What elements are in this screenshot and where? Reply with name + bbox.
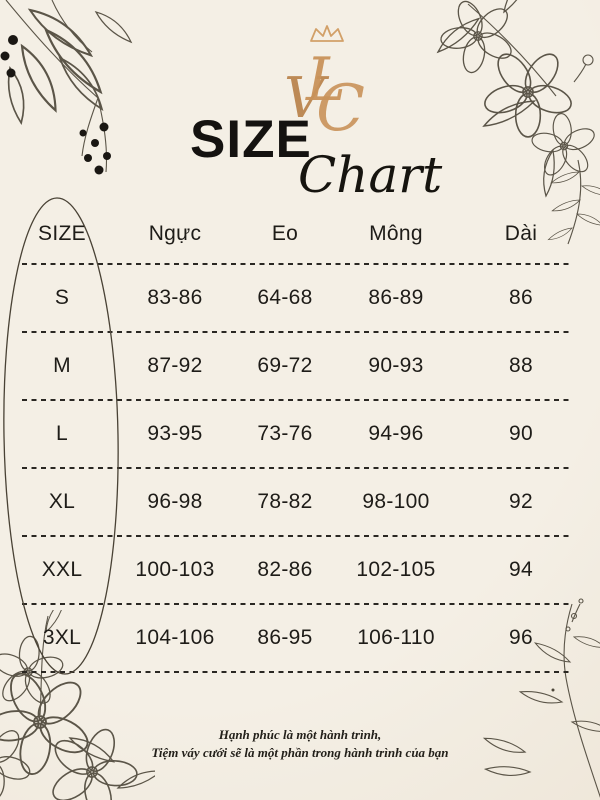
table-row-s: S 83-86 64-68 86-89 86 bbox=[22, 265, 572, 331]
size-label-cell: S bbox=[54, 286, 70, 309]
footer-tagline-line2: Tiệm váy cưới sẽ là một phần trong hành … bbox=[151, 745, 449, 760]
length-cell: 88 bbox=[509, 354, 533, 377]
bust-cell: 96-98 bbox=[147, 490, 203, 513]
column-header-size: SIZE bbox=[38, 222, 86, 245]
waist-cell: 73-76 bbox=[257, 422, 313, 445]
length-cell: 90 bbox=[509, 422, 533, 445]
row-divider bbox=[22, 467, 572, 469]
bust-cell: 104-106 bbox=[135, 626, 215, 649]
size-label-cell: M bbox=[53, 354, 71, 377]
column-header-hip: Mông bbox=[369, 222, 423, 245]
bust-cell: 87-92 bbox=[147, 354, 203, 377]
length-cell: 96 bbox=[509, 626, 533, 649]
bust-cell: 83-86 bbox=[147, 286, 203, 309]
table-row-xxl: XXL 100-103 82-86 102-105 94 bbox=[22, 537, 572, 603]
table-header-row: SIZE Ngực Eo Mông Dài bbox=[22, 205, 572, 263]
waist-cell: 69-72 bbox=[257, 354, 313, 377]
table-row-l: L 93-95 73-76 94-96 90 bbox=[22, 401, 572, 467]
row-divider bbox=[22, 331, 572, 333]
table-row-m: M 87-92 69-72 90-93 88 bbox=[22, 333, 572, 399]
waist-cell: 86-95 bbox=[257, 626, 313, 649]
hip-cell: 106-110 bbox=[357, 626, 435, 649]
footer-tagline: Hạnh phúc là một hành trình, Tiệm váy cư… bbox=[0, 726, 600, 762]
bust-cell: 93-95 bbox=[147, 422, 203, 445]
hip-cell: 90-93 bbox=[368, 354, 424, 377]
column-header-waist: Eo bbox=[271, 222, 299, 245]
hip-cell: 102-105 bbox=[356, 558, 436, 581]
waist-cell: 82-86 bbox=[257, 558, 313, 581]
page-title-size: SIZE bbox=[190, 110, 312, 169]
hip-cell: 86-89 bbox=[368, 286, 424, 309]
monogram-letter-l: L bbox=[305, 45, 346, 115]
hip-cell: 94-96 bbox=[368, 422, 424, 445]
berries-icon bbox=[0, 35, 111, 175]
page-title-chart: Chart bbox=[298, 146, 443, 204]
length-cell: 86 bbox=[509, 286, 533, 309]
row-divider bbox=[22, 671, 572, 673]
waist-cell: 64-68 bbox=[257, 286, 313, 309]
bust-cell: 100-103 bbox=[135, 558, 215, 581]
size-label-cell: L bbox=[56, 422, 68, 445]
brand-monogram-logo: C V L bbox=[284, 25, 365, 138]
hip-cell: 98-100 bbox=[362, 490, 430, 513]
footer-tagline-line1: Hạnh phúc là một hành trình, bbox=[218, 727, 382, 742]
column-header-bust: Ngực bbox=[148, 222, 202, 245]
row-divider bbox=[22, 399, 572, 401]
table-row-3xl: 3XL 104-106 86-95 106-110 96 bbox=[22, 605, 572, 671]
monogram-letter-c: C bbox=[316, 72, 365, 138]
size-label-cell: 3XL bbox=[42, 626, 82, 649]
size-table: SIZE Ngực Eo Mông Dài S 83-86 64-68 86-8… bbox=[22, 205, 572, 673]
crown-icon bbox=[310, 25, 344, 42]
row-divider bbox=[22, 263, 572, 265]
row-divider bbox=[22, 603, 572, 605]
table-row-xl: XL 96-98 78-82 98-100 92 bbox=[22, 469, 572, 535]
length-cell: 92 bbox=[509, 490, 533, 513]
row-divider bbox=[22, 535, 572, 537]
leaf-branch-berries-top-left-icon bbox=[0, 0, 135, 175]
size-label-cell: XXL bbox=[41, 558, 83, 581]
size-label-cell: XL bbox=[48, 490, 76, 513]
waist-cell: 78-82 bbox=[257, 490, 313, 513]
monogram-letter-v: V bbox=[284, 66, 330, 131]
length-cell: 94 bbox=[509, 558, 533, 581]
column-header-length: Dài bbox=[504, 222, 538, 245]
